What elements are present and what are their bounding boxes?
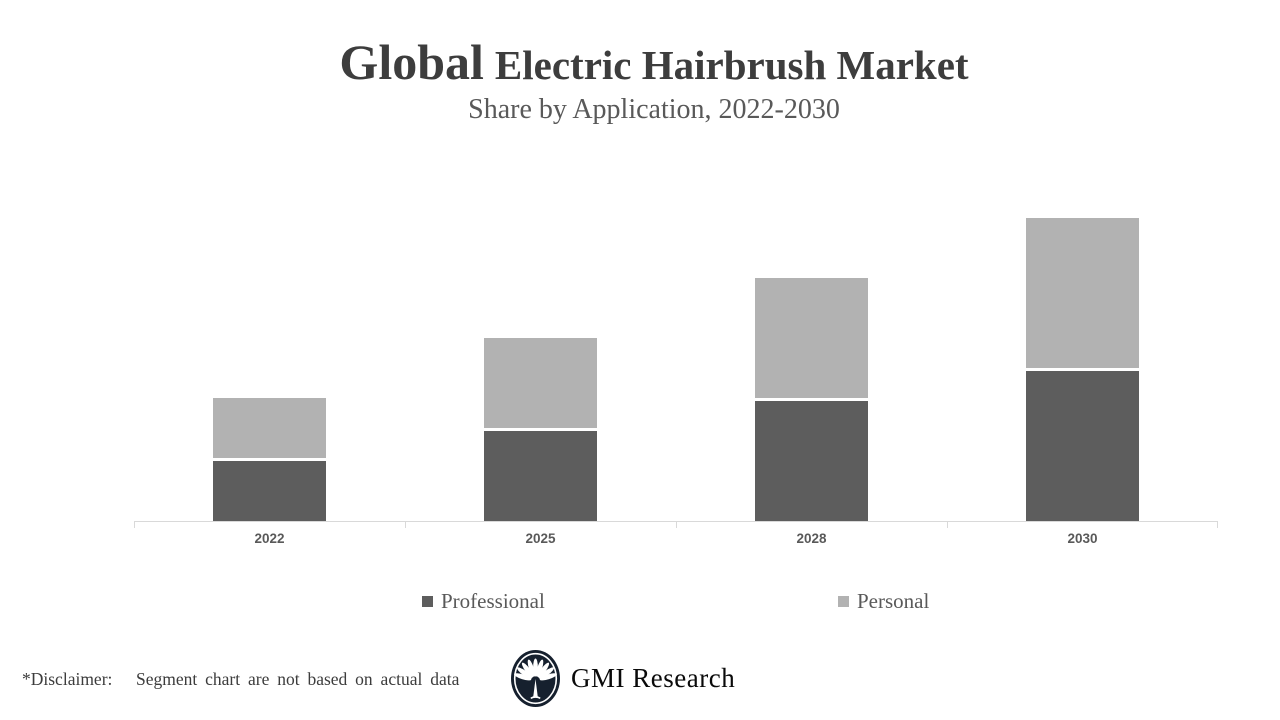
- chart-title-primary: Global: [339, 34, 484, 90]
- gmi-logo-icon: [511, 650, 560, 707]
- bar-2025: [484, 338, 597, 521]
- x-axis-label-2028: 2028: [796, 531, 827, 546]
- bar-slot-2030: [947, 190, 1218, 521]
- x-axis-labels: 2022 2025 2028 2030: [134, 531, 1218, 546]
- x-axis-label-2025: 2025: [525, 531, 556, 546]
- x-axis-tick: [1217, 521, 1218, 528]
- chart-subtitle: Share by Application, 2022-2030: [468, 93, 840, 125]
- legend-item-personal: Personal: [838, 589, 929, 614]
- bar-slot-2025: [405, 190, 676, 521]
- plot-area: [134, 190, 1218, 521]
- bar-segment-professional-2022: [213, 461, 326, 521]
- bar-segment-professional-2030: [1026, 371, 1139, 521]
- x-axis-tick: [676, 521, 677, 528]
- bar-2022: [213, 398, 326, 521]
- x-axis-tick: [947, 521, 948, 528]
- legend-marker-personal: [838, 596, 849, 607]
- stacked-bar-chart: 2022 2025 2028 2030: [134, 190, 1218, 546]
- bar-segment-personal-2025: [484, 338, 597, 428]
- bar-slot-2028: [676, 190, 947, 521]
- bar-segment-personal-2022: [213, 398, 326, 458]
- legend: Professional Personal: [0, 589, 1280, 613]
- x-axis-label-2030: 2030: [1067, 531, 1098, 546]
- legend-label-professional: Professional: [441, 589, 545, 613]
- bar-slot-2022: [134, 190, 405, 521]
- legend-item-professional: Professional: [422, 589, 545, 614]
- chart-header: Global Electric Hairbrush Market Share by…: [14, 36, 1280, 126]
- legend-label-personal: Personal: [857, 589, 930, 613]
- bar-2030: [1026, 218, 1139, 521]
- brand-name: GMI Research: [571, 663, 736, 693]
- chart-title-secondary: Electric Hairbrush Market: [494, 42, 969, 88]
- bar-segment-professional-2025: [484, 431, 597, 521]
- chart-title: Global Electric Hairbrush Market: [14, 36, 1280, 89]
- brand: GMI Research: [511, 650, 735, 707]
- bar-segment-personal-2028: [755, 278, 868, 398]
- disclaimer-text: *Disclaimer: Segment chart are not based…: [22, 669, 460, 689]
- legend-marker-professional: [422, 596, 433, 607]
- bar-segment-professional-2028: [755, 401, 868, 521]
- x-axis-tick: [134, 521, 135, 528]
- bar-segment-personal-2030: [1026, 218, 1139, 368]
- x-axis-tick: [405, 521, 406, 528]
- bar-2028: [755, 278, 868, 521]
- x-axis-label-2022: 2022: [254, 531, 285, 546]
